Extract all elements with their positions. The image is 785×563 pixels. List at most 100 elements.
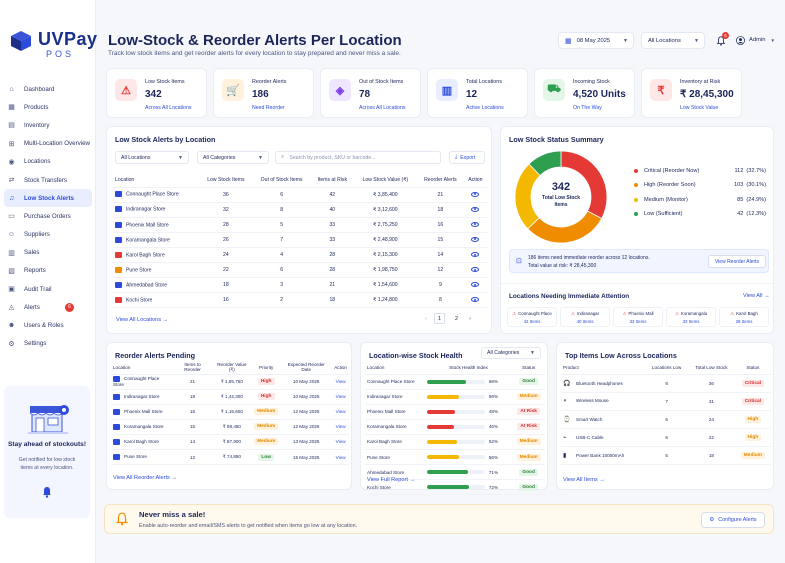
user-menu[interactable]: Admin ▼ — [736, 34, 778, 46]
location-cell: Pune Store — [113, 262, 200, 279]
brand-logo[interactable]: UVPay POS — [10, 30, 98, 59]
stat-value: ₹ 28,45,300 — [680, 89, 734, 100]
stat-card-low-stock-items[interactable]: ⚠ Low Stock Items 342 Across All Locations — [106, 68, 207, 118]
stat-sub: Across All Locations — [359, 105, 406, 111]
status-badge: Medium — [740, 451, 765, 459]
attention-title: Locations Needing Immediate Attention — [509, 293, 630, 300]
view-eye-icon[interactable] — [471, 267, 480, 273]
stat-card-inventory-at-risk[interactable]: ₹ Inventory at Risk ₹ 28,45,300 Low Stock V… — [641, 68, 742, 118]
risk-cell: 28 — [310, 247, 354, 263]
view-link[interactable]: View — [332, 389, 349, 405]
view-link[interactable]: View — [332, 374, 349, 390]
search-input[interactable]: ⌕ Search by product, SKU or barcode... — [275, 151, 441, 164]
search-placeholder: Search by product, SKU or barcode... — [289, 154, 376, 161]
sidebar-item-low-stock-alerts[interactable]: ♫ Low Stock Alerts — [4, 189, 92, 208]
page-button-2[interactable]: 2 — [455, 315, 458, 322]
view-reorder-alerts-button[interactable]: View Reorder Alerts — [708, 255, 766, 268]
location-select[interactable]: All Locations ▼ — [641, 32, 705, 49]
date-value: 08 May 2025 — [576, 37, 611, 44]
sidebar-item-stock-transfers[interactable]: ⇄ Stock Transfers — [4, 171, 92, 189]
stat-card-incoming-stock[interactable]: ⛟ Incoming Stock 4,520 Units On The Way — [534, 68, 635, 118]
column-header: Location — [113, 173, 200, 188]
attention-location[interactable]: ⚠ Connaught Place 42 Items — [507, 307, 557, 327]
notifications-button[interactable]: 6 — [714, 32, 729, 47]
location-filter[interactable]: All Locations ▼ — [115, 151, 189, 164]
sidebar-item-products[interactable]: ▦ Products — [4, 98, 92, 116]
priority-badge: Medium — [254, 423, 279, 431]
view-all-locations-link[interactable]: View All Locations → — [116, 317, 168, 323]
column-header: Location — [365, 361, 425, 375]
sidebar-item-locations[interactable]: ◉ Locations — [4, 153, 92, 171]
notice-value: Total value at risk: ₹ 28,45,300 — [528, 263, 597, 269]
purchase-orders-icon: ▭ — [8, 213, 15, 221]
stat-label: Out of Stock Items — [359, 79, 404, 85]
status-cell: Critical — [734, 374, 771, 393]
view-eye-icon[interactable] — [471, 297, 480, 303]
attention-view-all-link[interactable]: View All → — [743, 293, 770, 299]
export-button[interactable]: ⤓ Export — [449, 151, 485, 164]
table-row: Connaught Place Store 36 6 42 ₹ 3,85,400 21 — [113, 187, 487, 203]
status-cell: At Risk — [512, 419, 545, 435]
donut-slice-3[interactable] — [528, 150, 562, 177]
health-category-filter[interactable]: All Categories ▼ — [481, 347, 541, 359]
view-eye-icon[interactable] — [471, 252, 480, 258]
sidebar-item-sales[interactable]: ▥ Sales — [4, 244, 92, 262]
reorder-cell: 8 — [417, 292, 464, 309]
view-link[interactable]: View — [332, 404, 349, 420]
store-icon — [115, 251, 122, 258]
sidebar-item-settings[interactable]: ⚙ Settings — [4, 335, 92, 353]
view-eye-icon[interactable] — [471, 206, 480, 212]
view-eye-icon[interactable] — [471, 282, 480, 288]
view-link[interactable]: View — [332, 449, 349, 466]
sidebar-item-dashboard[interactable]: ⌂ Dashboard — [4, 80, 92, 98]
sidebar-item-users-roles[interactable]: ☻ Users & Roles — [4, 316, 92, 334]
page-button-1[interactable]: 1 — [434, 313, 445, 324]
status-badge: At Risk — [517, 423, 540, 431]
sidebar-item-inventory[interactable]: ▤ Inventory — [4, 116, 92, 134]
table-row: Indiranagar Store 18 ₹ 1,42,300 High 10 May … — [111, 389, 349, 405]
view-link[interactable]: View — [332, 419, 349, 435]
legend-dot — [634, 183, 638, 187]
view-eye-icon[interactable] — [471, 191, 480, 197]
sidebar-item-audit-trail[interactable]: ▣ Audit Trail — [4, 280, 92, 298]
sidebar-item-multi-location-overview[interactable]: ⊞ Multi-Location Overview — [4, 135, 92, 153]
stat-card-out-of-stock-items[interactable]: ◈ Out of Stock Items 78 Across All Location… — [320, 68, 421, 118]
status-badge: Critical — [741, 379, 764, 387]
sidebar-item-suppliers[interactable]: ☺ Suppliers — [4, 226, 92, 244]
calendar-icon: ▦ — [565, 37, 572, 45]
attention-location[interactable]: ⚠ Karol Bagh 28 Items — [719, 307, 769, 327]
attention-location[interactable]: ⚠ Phoenix Mall 33 Items — [613, 307, 663, 327]
date-cell: 15 May 2025 — [280, 449, 333, 466]
attention-location[interactable]: ⚠ Indiranagar 40 Items — [560, 307, 610, 327]
sidebar-item-alerts[interactable]: ◬ Alerts 6 — [4, 298, 92, 316]
view-link[interactable]: View — [332, 434, 349, 450]
stat-card-reorder-alerts[interactable]: 🛒 Reorder Alerts 186 Need Reorder — [213, 68, 314, 118]
category-filter[interactable]: All Categories ▼ — [197, 151, 269, 164]
category-filter-value: All Categories — [203, 154, 236, 161]
view-eye-icon[interactable] — [471, 236, 480, 242]
column-header: Locations Low — [645, 361, 689, 375]
sidebar-item-reports[interactable]: ▧ Reports — [4, 262, 92, 280]
view-all-items-link[interactable]: View All Items → — [563, 477, 605, 483]
table-row: Pune Store 22 6 28 ₹ 1,98,750 12 — [113, 262, 487, 279]
date-picker[interactable]: ▦ 08 May 2025 ▼ — [558, 32, 634, 49]
sidebar-item-label: Products — [24, 103, 49, 111]
health-pct: 72% — [488, 484, 499, 490]
location-cell: Indiranagar Store — [111, 389, 174, 405]
notice-text: 186 items need immediate reorder across … — [528, 255, 650, 261]
view-all-reorder-link[interactable]: View All Reorder Alerts → — [113, 475, 177, 481]
configure-alerts-button[interactable]: ⚙ Configure Alerts — [701, 512, 765, 528]
view-eye-icon[interactable] — [471, 221, 480, 227]
health-bar-cell: 46% — [424, 419, 513, 435]
sidebar-item-purchase-orders[interactable]: ▭ Purchase Orders — [4, 207, 92, 225]
attention-location[interactable]: ⚠ Koramangala 33 Items — [666, 307, 716, 327]
next-page-button[interactable]: › — [469, 315, 471, 322]
view-full-report-link[interactable]: View Full Report → — [367, 477, 415, 483]
stat-card-total-locations[interactable]: ▥ Total Locations 12 Active Locations — [427, 68, 528, 118]
prev-page-button[interactable]: ‹ — [425, 315, 427, 322]
priority-badge: Low — [258, 453, 274, 461]
view-all-label: View All — [743, 293, 763, 299]
donut-slice-1[interactable] — [527, 210, 603, 244]
health-pct: 56% — [488, 454, 499, 460]
column-header: Out of Stock Items — [252, 173, 311, 188]
